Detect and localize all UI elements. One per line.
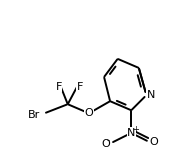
Text: F: F — [77, 81, 83, 91]
Text: O: O — [101, 139, 110, 149]
Text: N: N — [146, 90, 155, 100]
Text: O: O — [149, 137, 158, 147]
Text: Br: Br — [28, 110, 41, 120]
Text: F: F — [55, 81, 62, 91]
Text: -: - — [107, 136, 110, 145]
Text: +: + — [132, 125, 139, 134]
Text: O: O — [84, 108, 93, 118]
Text: N: N — [127, 128, 135, 138]
